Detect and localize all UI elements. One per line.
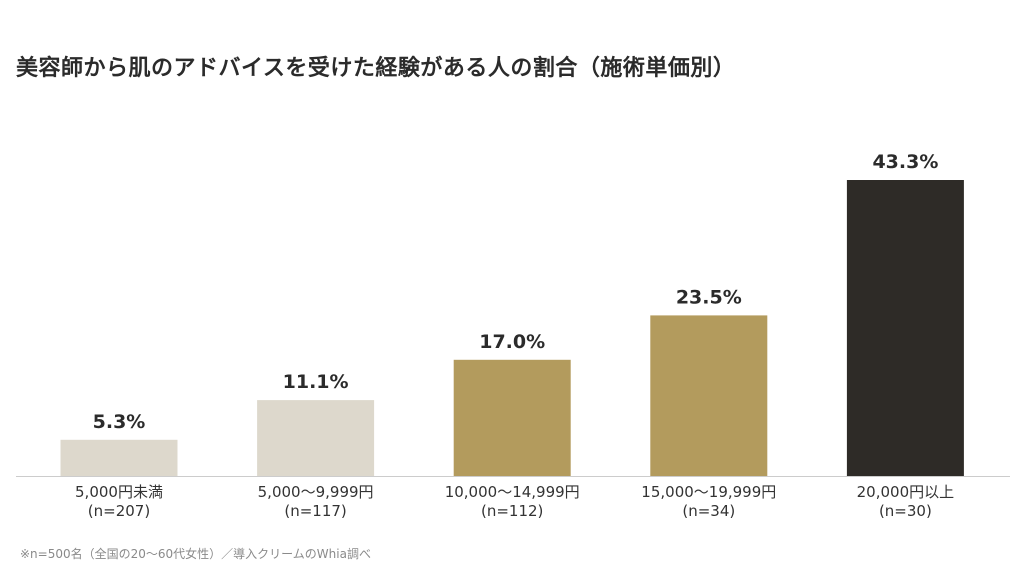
bar-1 [60, 439, 178, 476]
value-label-3: 17.0% [479, 331, 545, 353]
sample-size-label-2: (n=117) [284, 502, 346, 520]
category-label-5: 20,000円以上 [857, 483, 955, 501]
sample-size-label-1: (n=207) [88, 502, 150, 520]
bar-4 [650, 315, 768, 476]
category-label-3: 10,000〜14,999円 [445, 483, 580, 501]
sample-size-label-3: (n=112) [481, 502, 543, 520]
sample-size-label-5: (n=30) [879, 502, 932, 520]
labels-layer: 5.3%5,000円未満(n=207)11.1%5,000〜9,999円(n=1… [75, 151, 954, 520]
value-label-4: 23.5% [676, 286, 742, 308]
bar-5 [846, 180, 964, 476]
category-label-4: 15,000〜19,999円 [641, 483, 776, 501]
chart-title: 美容師から肌のアドバイスを受けた経験がある人の割合（施術単価別） [16, 56, 736, 81]
category-label-2: 5,000〜9,999円 [258, 483, 374, 501]
footnote: ※n=500名（全国の20〜60代女性）／導入クリームのWhia調べ [20, 547, 371, 561]
bar-2 [257, 400, 375, 476]
sample-size-label-4: (n=34) [682, 502, 735, 520]
bars-layer [60, 180, 964, 476]
value-label-2: 11.1% [283, 371, 349, 393]
value-label-5: 43.3% [872, 151, 938, 173]
value-label-1: 5.3% [93, 411, 146, 433]
bar-3 [453, 359, 571, 476]
category-label-1: 5,000円未満 [75, 483, 163, 501]
